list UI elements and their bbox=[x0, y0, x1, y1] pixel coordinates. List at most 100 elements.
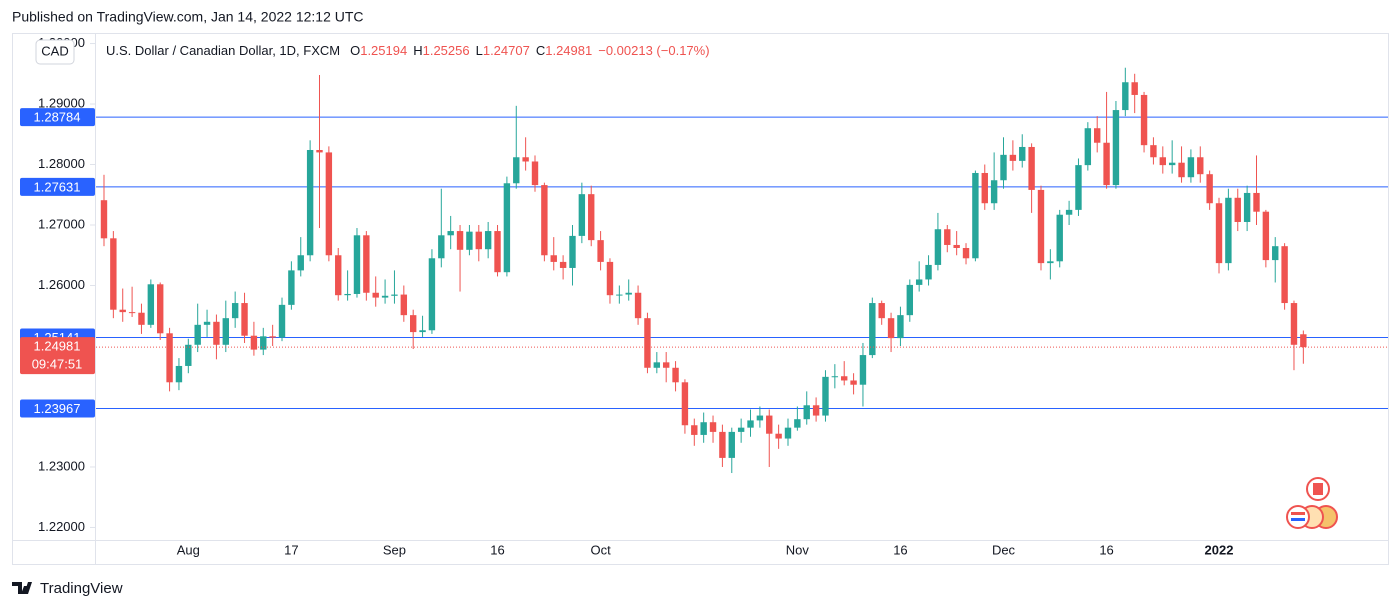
candle-body bbox=[906, 284, 914, 316]
candle-body bbox=[175, 365, 183, 383]
candle-body bbox=[110, 238, 117, 310]
candle-body bbox=[944, 229, 951, 245]
candle-body bbox=[578, 194, 586, 236]
x-tick-label: Nov bbox=[786, 542, 810, 557]
candle-body bbox=[925, 264, 932, 280]
candle-body bbox=[513, 157, 520, 184]
legend-field-label: H bbox=[413, 43, 422, 58]
candle-body bbox=[972, 172, 979, 259]
flag-icons bbox=[1286, 477, 1338, 529]
candle-body bbox=[1009, 154, 1017, 161]
candle-body bbox=[756, 415, 764, 421]
candle-body bbox=[278, 304, 286, 338]
candle-body bbox=[213, 321, 220, 345]
flag-icon bbox=[1286, 505, 1310, 529]
candle-body bbox=[766, 415, 773, 434]
logo-mark bbox=[12, 582, 32, 594]
candle-body bbox=[231, 303, 239, 319]
candle-body bbox=[128, 312, 136, 314]
candle-body bbox=[1290, 303, 1298, 345]
x-tick-label: 2022 bbox=[1205, 542, 1234, 557]
level-price-label: 1.28784 bbox=[34, 110, 81, 125]
candle-body bbox=[428, 258, 436, 331]
candle-body bbox=[1234, 197, 1241, 222]
candle-body bbox=[981, 172, 988, 204]
currency-label[interactable]: CAD bbox=[41, 43, 68, 58]
level-price-badge bbox=[20, 399, 95, 418]
candle-body bbox=[438, 235, 445, 259]
candle-body bbox=[644, 318, 651, 368]
candle-body bbox=[400, 294, 408, 316]
candle-body bbox=[934, 229, 942, 265]
candle-body bbox=[475, 231, 482, 250]
y-tick-label: 1.28000 bbox=[38, 156, 85, 171]
legend: U.S. Dollar / Canadian Dollar, 1D, FXCM O… bbox=[106, 43, 710, 58]
candle-body bbox=[1281, 246, 1288, 304]
candle-body bbox=[719, 431, 726, 458]
candle-body bbox=[335, 255, 342, 296]
candle-body bbox=[869, 303, 876, 356]
candle-body bbox=[1253, 192, 1260, 212]
candle-body bbox=[803, 405, 810, 420]
candle-body bbox=[653, 362, 661, 368]
candle-body bbox=[990, 180, 998, 204]
candle-body bbox=[372, 292, 379, 298]
candle-body bbox=[447, 231, 454, 236]
x-tick-label: 16 bbox=[490, 542, 504, 557]
candle-body bbox=[1037, 189, 1045, 264]
candle-body bbox=[634, 292, 642, 319]
candle-body bbox=[353, 235, 361, 294]
candle-body bbox=[391, 294, 398, 296]
candle-body bbox=[709, 422, 717, 432]
x-tick-label: Dec bbox=[992, 542, 1016, 557]
candle-body bbox=[625, 292, 632, 295]
legend-field-value: 1.25256 bbox=[423, 43, 470, 58]
candle-body bbox=[531, 161, 539, 186]
level-price-label: 1.27631 bbox=[34, 179, 81, 194]
x-tick-label: Sep bbox=[383, 542, 406, 557]
candle-body bbox=[728, 431, 735, 458]
candle-body bbox=[1272, 246, 1279, 261]
candle-body bbox=[1028, 146, 1035, 190]
y-tick-label: 1.23000 bbox=[38, 458, 85, 473]
x-tick-label: 16 bbox=[893, 542, 907, 557]
candle-body bbox=[588, 194, 595, 241]
candle-body bbox=[700, 422, 707, 435]
legend-field-label: O bbox=[350, 43, 360, 58]
candle-body bbox=[775, 433, 782, 439]
footer-brand: TradingView bbox=[40, 580, 123, 597]
candle-body bbox=[466, 231, 473, 250]
candle-body bbox=[1000, 154, 1007, 181]
candle-body bbox=[1047, 261, 1054, 264]
candle-body bbox=[1056, 214, 1063, 262]
candle-body bbox=[222, 318, 229, 345]
y-tick-label: 1.29000 bbox=[38, 95, 85, 110]
candle-body bbox=[1262, 211, 1270, 261]
legend-field-value: 1.24981 bbox=[545, 43, 592, 58]
candle-body bbox=[1187, 157, 1195, 178]
candle-body bbox=[325, 152, 333, 256]
candle-body bbox=[503, 183, 511, 273]
candle-body bbox=[344, 293, 351, 296]
candle-body bbox=[1131, 82, 1138, 95]
plot-area bbox=[96, 67, 1388, 474]
currency-button[interactable] bbox=[35, 39, 75, 65]
flag-icon bbox=[1291, 512, 1305, 515]
candle-body bbox=[1168, 162, 1176, 166]
candle-body bbox=[1159, 157, 1166, 166]
candle-body bbox=[812, 405, 820, 416]
candle-body bbox=[1206, 174, 1213, 204]
candle-body bbox=[681, 382, 689, 426]
candle-body bbox=[1019, 146, 1026, 161]
level-price-badge bbox=[20, 177, 95, 196]
candle-body bbox=[915, 279, 923, 285]
candle-body bbox=[878, 303, 885, 319]
candle-body bbox=[269, 336, 276, 338]
candle-body bbox=[550, 255, 557, 262]
y-tick-label: 1.27000 bbox=[38, 216, 85, 231]
candle-body bbox=[662, 362, 670, 368]
candle-body bbox=[494, 231, 501, 273]
candle-body bbox=[419, 330, 426, 333]
candle-body bbox=[306, 149, 314, 256]
candle-body bbox=[119, 309, 126, 313]
